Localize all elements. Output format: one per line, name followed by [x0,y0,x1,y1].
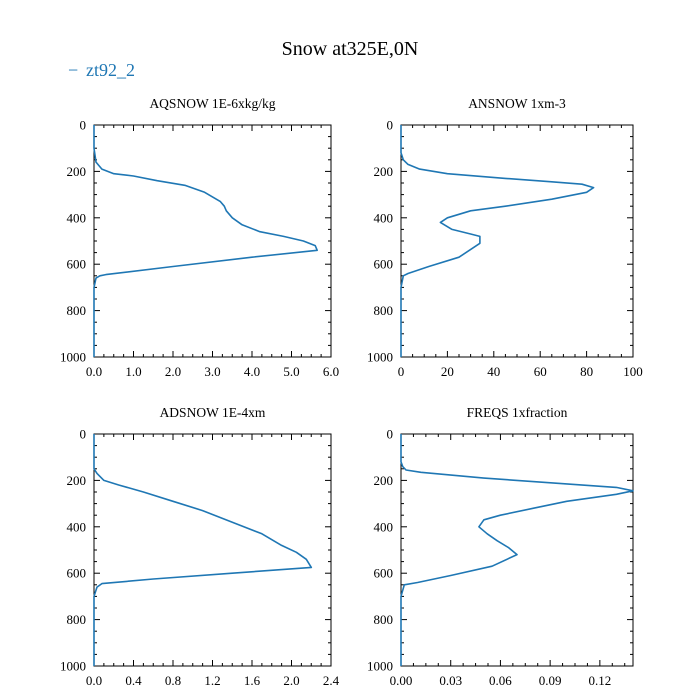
y-tick-label: 400 [67,210,87,225]
x-tick-label: 4.0 [244,364,260,379]
figure-title: Snow at325E,0N [282,38,419,60]
panel-ansnow: ANSNOW 1xm-3 0 200 400 600 800 1000 0 20 40 60 80 10… [367,96,643,379]
x-tick-label: 2.4 [323,673,340,688]
y-tick-label: 200 [67,164,87,179]
x-tick-label: 5.0 [283,364,299,379]
y-tick-label: 400 [67,519,87,534]
series-line-zt92-2 [93,125,319,357]
plot-frame [400,124,634,358]
y-tick-label: 800 [67,612,87,627]
y-tick-label: 600 [67,566,87,581]
panel-title: FREQS 1xfraction [467,405,568,420]
x-tick-label: 100 [623,364,643,379]
y-tick-label: 200 [67,473,87,488]
x-tick-label: 0.06 [489,673,512,688]
y-tick-label: 200 [374,473,394,488]
plot-frame [93,433,332,667]
x-tick-label: 0.09 [539,673,562,688]
y-tick-label: 600 [67,257,87,272]
y-tick-label: 0 [387,427,394,442]
y-tick-label: 1000 [367,350,393,365]
y-tick-label: 600 [374,566,394,581]
x-tick-label: 2.0 [165,364,181,379]
legend-marker: − [68,60,78,80]
y-tick-label: 1000 [60,659,86,674]
legend-label: zt92_2 [86,60,135,80]
y-tick-label: 400 [374,519,394,534]
panel-title: ADSNOW 1E-4xm [160,405,266,420]
x-tick-label: 20 [441,364,454,379]
legend: − zt92_2 [68,60,135,80]
x-tick-label: 0.4 [125,673,142,688]
x-tick-label: 0.12 [588,673,611,688]
x-tick-label: 0.0 [86,364,102,379]
x-tick-label: 0.00 [390,673,413,688]
y-tick-label: 800 [374,612,394,627]
y-tick-label: 0 [80,118,87,133]
x-tick-label: 3.0 [204,364,220,379]
plot-frame [400,433,634,667]
y-tick-label: 1000 [367,659,393,674]
y-tick-label: 400 [374,210,394,225]
y-tick-label: 800 [374,303,394,318]
x-tick-label: 0.03 [439,673,462,688]
x-tick-label: 1.2 [204,673,220,688]
y-tick-label: 0 [80,427,87,442]
panel-title: ANSNOW 1xm-3 [468,96,566,111]
x-tick-label: 2.0 [283,673,299,688]
x-tick-label: 1.0 [125,364,141,379]
y-tick-label: 600 [374,257,394,272]
x-tick-label: 40 [487,364,500,379]
x-tick-label: 6.0 [323,364,339,379]
panel-title: AQSNOW 1E-6xkg/kg [149,96,275,111]
x-tick-label: 1.6 [244,673,261,688]
series-line-zt92-2 [400,125,595,357]
series-line-zt92-2 [400,434,634,666]
y-tick-label: 0 [387,118,394,133]
x-tick-label: 0.0 [86,673,102,688]
y-tick-label: 1000 [60,350,86,365]
y-tick-label: 800 [67,303,87,318]
y-tick-label: 200 [374,164,394,179]
series-line-zt92-2 [93,434,313,666]
plot-frame [93,124,332,358]
x-tick-label: 80 [580,364,593,379]
x-tick-label: 0 [398,364,405,379]
x-tick-label: 0.8 [165,673,181,688]
x-tick-label: 60 [534,364,547,379]
